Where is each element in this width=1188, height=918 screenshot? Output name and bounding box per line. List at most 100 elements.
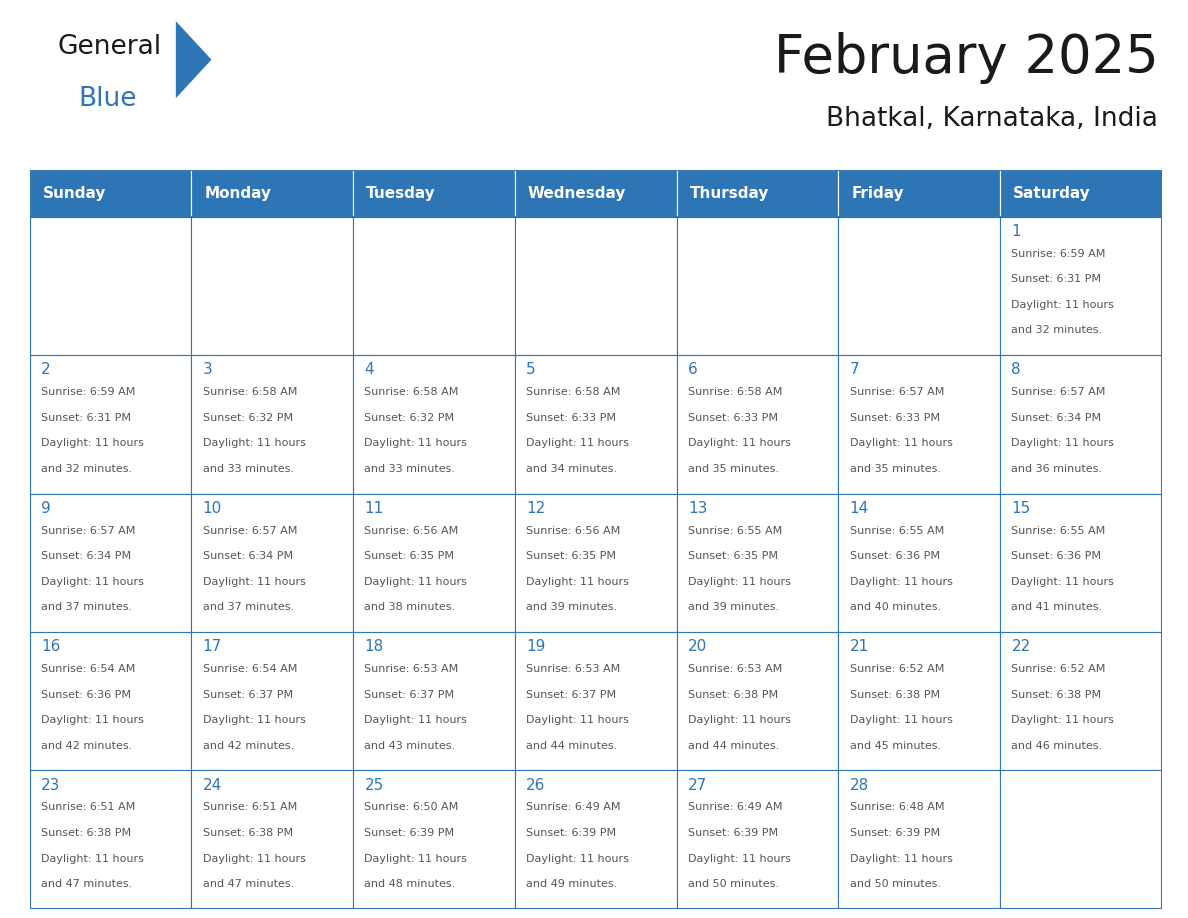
Bar xyxy=(677,770,839,909)
Bar xyxy=(1000,494,1162,632)
Text: Sunset: 6:34 PM: Sunset: 6:34 PM xyxy=(203,551,293,561)
Bar xyxy=(839,770,1000,909)
Text: Sunrise: 6:56 AM: Sunrise: 6:56 AM xyxy=(526,525,620,535)
Bar xyxy=(191,355,353,494)
Text: Daylight: 11 hours: Daylight: 11 hours xyxy=(526,438,630,448)
Text: Bhatkal, Karnataka, India: Bhatkal, Karnataka, India xyxy=(827,106,1158,131)
Text: Wednesday: Wednesday xyxy=(527,185,626,201)
Text: Daylight: 11 hours: Daylight: 11 hours xyxy=(365,854,467,864)
Text: Tuesday: Tuesday xyxy=(366,185,436,201)
Text: and 33 minutes.: and 33 minutes. xyxy=(203,464,293,474)
Text: 24: 24 xyxy=(203,778,222,793)
Text: and 32 minutes.: and 32 minutes. xyxy=(42,464,132,474)
Text: Sunset: 6:35 PM: Sunset: 6:35 PM xyxy=(365,551,455,561)
Text: Friday: Friday xyxy=(852,185,904,201)
Bar xyxy=(514,632,677,770)
Bar xyxy=(677,632,839,770)
Text: Monday: Monday xyxy=(204,185,271,201)
Bar xyxy=(30,770,191,909)
Text: Sunrise: 6:57 AM: Sunrise: 6:57 AM xyxy=(203,525,297,535)
Text: 26: 26 xyxy=(526,778,545,793)
Text: 14: 14 xyxy=(849,501,868,516)
Text: and 33 minutes.: and 33 minutes. xyxy=(365,464,455,474)
Text: 10: 10 xyxy=(203,501,222,516)
Text: and 34 minutes.: and 34 minutes. xyxy=(526,464,618,474)
Bar xyxy=(1000,170,1162,217)
Text: Daylight: 11 hours: Daylight: 11 hours xyxy=(688,577,791,587)
Text: 21: 21 xyxy=(849,639,868,655)
Text: 20: 20 xyxy=(688,639,707,655)
Text: and 44 minutes.: and 44 minutes. xyxy=(526,741,618,751)
Bar xyxy=(353,355,514,494)
Text: and 40 minutes.: and 40 minutes. xyxy=(849,602,941,612)
Bar xyxy=(353,217,514,355)
Text: Daylight: 11 hours: Daylight: 11 hours xyxy=(1011,577,1114,587)
Text: Sunrise: 6:55 AM: Sunrise: 6:55 AM xyxy=(1011,525,1106,535)
Text: Sunrise: 6:52 AM: Sunrise: 6:52 AM xyxy=(849,664,944,674)
Text: 2: 2 xyxy=(42,363,51,377)
Bar xyxy=(677,217,839,355)
Bar xyxy=(514,494,677,632)
Text: Sunrise: 6:53 AM: Sunrise: 6:53 AM xyxy=(365,664,459,674)
Text: Daylight: 11 hours: Daylight: 11 hours xyxy=(1011,300,1114,310)
Text: Daylight: 11 hours: Daylight: 11 hours xyxy=(365,438,467,448)
Text: Daylight: 11 hours: Daylight: 11 hours xyxy=(42,715,144,725)
Text: Sunset: 6:38 PM: Sunset: 6:38 PM xyxy=(1011,689,1101,700)
Text: 8: 8 xyxy=(1011,363,1020,377)
Text: Sunset: 6:36 PM: Sunset: 6:36 PM xyxy=(1011,551,1101,561)
Text: Daylight: 11 hours: Daylight: 11 hours xyxy=(849,854,953,864)
Text: Daylight: 11 hours: Daylight: 11 hours xyxy=(849,715,953,725)
Text: February 2025: February 2025 xyxy=(773,32,1158,84)
Text: Daylight: 11 hours: Daylight: 11 hours xyxy=(42,577,144,587)
Text: Sunrise: 6:58 AM: Sunrise: 6:58 AM xyxy=(526,387,620,397)
Text: and 37 minutes.: and 37 minutes. xyxy=(42,602,132,612)
Text: 12: 12 xyxy=(526,501,545,516)
Bar xyxy=(30,170,191,217)
Bar xyxy=(1000,632,1162,770)
Text: Daylight: 11 hours: Daylight: 11 hours xyxy=(42,854,144,864)
Text: Daylight: 11 hours: Daylight: 11 hours xyxy=(203,854,305,864)
Text: 9: 9 xyxy=(42,501,51,516)
Text: Sunset: 6:37 PM: Sunset: 6:37 PM xyxy=(203,689,293,700)
Text: and 50 minutes.: and 50 minutes. xyxy=(849,879,941,890)
Text: Daylight: 11 hours: Daylight: 11 hours xyxy=(203,577,305,587)
Text: and 50 minutes.: and 50 minutes. xyxy=(688,879,779,890)
Bar xyxy=(1000,355,1162,494)
Text: 6: 6 xyxy=(688,363,697,377)
Bar xyxy=(677,355,839,494)
Text: Sunset: 6:39 PM: Sunset: 6:39 PM xyxy=(849,828,940,838)
Text: and 47 minutes.: and 47 minutes. xyxy=(203,879,293,890)
Text: Daylight: 11 hours: Daylight: 11 hours xyxy=(526,715,630,725)
Bar xyxy=(514,355,677,494)
Bar xyxy=(839,355,1000,494)
Text: and 45 minutes.: and 45 minutes. xyxy=(849,741,941,751)
Bar xyxy=(191,770,353,909)
Text: Daylight: 11 hours: Daylight: 11 hours xyxy=(42,438,144,448)
Text: 19: 19 xyxy=(526,639,545,655)
Bar xyxy=(353,632,514,770)
Bar xyxy=(191,494,353,632)
Bar xyxy=(30,632,191,770)
Text: Saturday: Saturday xyxy=(1013,185,1091,201)
Text: Sunrise: 6:57 AM: Sunrise: 6:57 AM xyxy=(849,387,944,397)
Bar xyxy=(191,170,353,217)
Text: and 35 minutes.: and 35 minutes. xyxy=(849,464,941,474)
Text: 7: 7 xyxy=(849,363,859,377)
Bar xyxy=(353,170,514,217)
Text: Daylight: 11 hours: Daylight: 11 hours xyxy=(365,715,467,725)
Text: and 49 minutes.: and 49 minutes. xyxy=(526,879,618,890)
Text: and 37 minutes.: and 37 minutes. xyxy=(203,602,293,612)
Text: Sunset: 6:39 PM: Sunset: 6:39 PM xyxy=(526,828,617,838)
Bar xyxy=(514,217,677,355)
Text: Sunrise: 6:55 AM: Sunrise: 6:55 AM xyxy=(688,525,782,535)
Text: Sunrise: 6:53 AM: Sunrise: 6:53 AM xyxy=(688,664,782,674)
Text: Sunrise: 6:53 AM: Sunrise: 6:53 AM xyxy=(526,664,620,674)
Text: Sunset: 6:32 PM: Sunset: 6:32 PM xyxy=(203,413,293,422)
Text: Sunset: 6:32 PM: Sunset: 6:32 PM xyxy=(365,413,455,422)
Text: Sunrise: 6:58 AM: Sunrise: 6:58 AM xyxy=(365,387,459,397)
Text: Sunrise: 6:55 AM: Sunrise: 6:55 AM xyxy=(849,525,944,535)
Text: and 44 minutes.: and 44 minutes. xyxy=(688,741,779,751)
Text: and 39 minutes.: and 39 minutes. xyxy=(688,602,779,612)
Text: Daylight: 11 hours: Daylight: 11 hours xyxy=(203,715,305,725)
Bar xyxy=(839,170,1000,217)
